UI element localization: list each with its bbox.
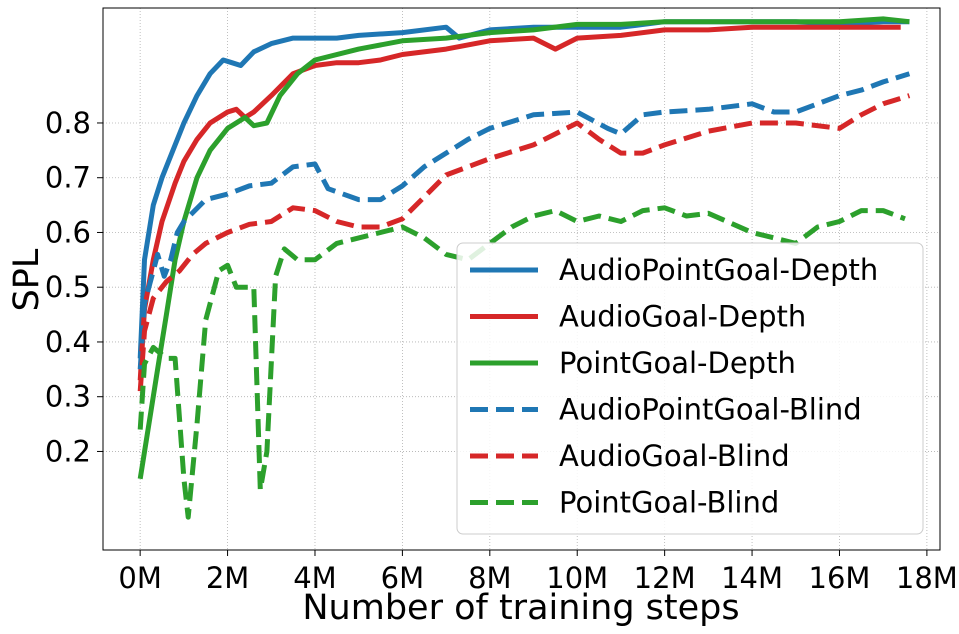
x-tick-label: 6M: [381, 561, 424, 595]
y-tick-label: 0.7: [45, 161, 91, 195]
x-axis-ticks: 0M 2M 4M 6M 8M 10M 12M 14M 16M 18M: [118, 550, 958, 595]
legend-label: PointGoal-Depth: [559, 346, 796, 380]
x-axis-title: Number of training steps: [302, 588, 739, 628]
x-tick-label: 4M: [293, 561, 336, 595]
x-tick-label: 16M: [809, 561, 871, 595]
series-line-pointgoal-depth: [137, 16, 910, 480]
plot-frame: [102, 7, 941, 551]
y-axis-ticks: 0.2 0.3 0.4 0.5 0.6 0.7 0.8: [45, 106, 103, 468]
y-tick-label: 0.8: [45, 106, 91, 140]
x-tick-label: 0M: [118, 561, 161, 595]
y-tick-label: 0.5: [45, 270, 91, 304]
y-tick-label: 0.2: [45, 434, 91, 468]
legend: AudioPointGoal-Depth AudioGoal-Depth Point…: [456, 242, 924, 535]
legend-label: AudioPointGoal-Depth: [559, 253, 878, 287]
series-lines: [137, 16, 911, 520]
x-tick-label: 14M: [721, 561, 783, 595]
legend-label: PointGoal-Blind: [559, 486, 779, 520]
x-tick-label: 2M: [206, 561, 249, 595]
y-tick-label: 0.4: [45, 325, 91, 359]
series-line-audiogoal-depth: [137, 24, 901, 381]
series-line-audiopointgoal-blind: [137, 71, 911, 370]
x-tick-label: 18M: [896, 561, 958, 595]
y-tick-label: 0.6: [45, 215, 91, 249]
series-line-pointgoal-blind: [137, 205, 906, 520]
y-tick-label: 0.3: [45, 380, 91, 414]
x-tick-label: 10M: [546, 561, 608, 595]
legend-box: [456, 242, 924, 535]
x-tick-label: 12M: [634, 561, 696, 595]
x-tick-label: 8M: [468, 561, 511, 595]
y-axis-title: SPL: [7, 248, 47, 311]
legend-label: AudioPointGoal-Blind: [559, 393, 862, 427]
legend-label: AudioGoal-Depth: [559, 300, 806, 334]
legend-label: AudioGoal-Blind: [559, 439, 790, 473]
series-line-audiogoal-blind: [137, 93, 911, 392]
